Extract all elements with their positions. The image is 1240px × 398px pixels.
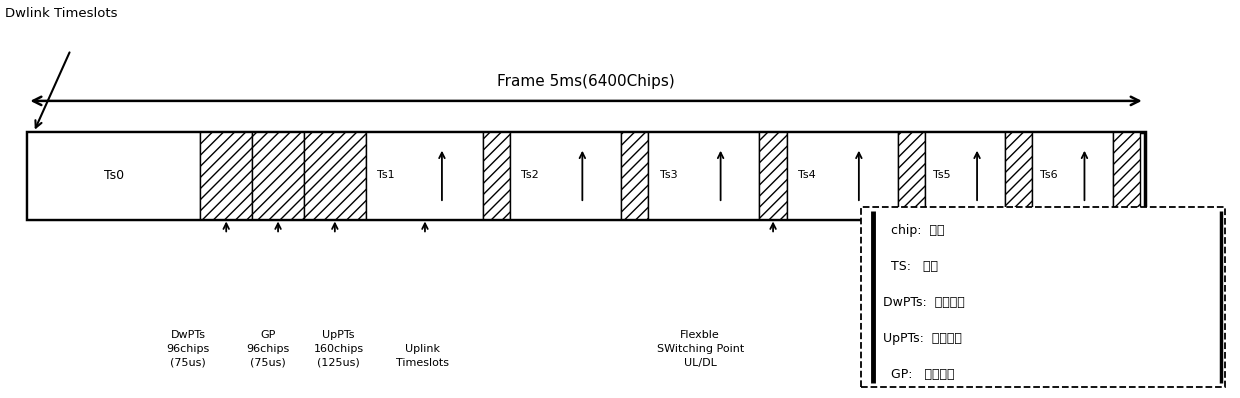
Text: Frame 5ms(6400Chips): Frame 5ms(6400Chips) [497, 74, 675, 89]
Bar [898, 132, 925, 219]
Text: Uplink
Timeslots: Uplink Timeslots [396, 344, 449, 368]
Text: DwPTs
96chips
(75us): DwPTs 96chips (75us) [166, 330, 210, 368]
Text: GP
96chips
(75us): GP 96chips (75us) [247, 330, 290, 368]
Text: TS:   时隙: TS: 时隙 [883, 260, 937, 273]
Text: Ts0: Ts0 [104, 169, 124, 182]
Bar [786, 132, 898, 219]
Bar [510, 132, 621, 219]
Bar [27, 132, 201, 219]
Text: UpPTs:  上行导频: UpPTs: 上行导频 [883, 332, 962, 345]
Bar [649, 132, 759, 219]
Bar [366, 132, 482, 219]
Bar [621, 132, 649, 219]
Bar [861, 207, 1225, 387]
Bar [27, 132, 1145, 219]
Text: GP:   保护周期: GP: 保护周期 [883, 368, 955, 381]
Text: chip:  码片: chip: 码片 [883, 224, 945, 237]
Bar [252, 132, 304, 219]
Bar [925, 132, 1006, 219]
Text: Flexble
SWitching Point
UL/DL: Flexble SWitching Point UL/DL [657, 330, 744, 368]
Bar [201, 132, 252, 219]
Bar [1033, 132, 1112, 219]
Text: Ts6: Ts6 [1040, 170, 1058, 180]
Text: Ts1: Ts1 [377, 170, 396, 180]
Text: DwPTs:  下行导频: DwPTs: 下行导频 [883, 296, 965, 309]
Text: Ts3: Ts3 [660, 170, 677, 180]
Bar [759, 132, 786, 219]
Bar [1112, 132, 1140, 219]
Bar [304, 132, 366, 219]
Text: Dwlink Timeslots: Dwlink Timeslots [5, 7, 118, 20]
Bar [482, 132, 510, 219]
Text: Ts5: Ts5 [932, 170, 951, 180]
Bar [1006, 132, 1033, 219]
Text: UpPTs
160chips
(125us): UpPTs 160chips (125us) [314, 330, 363, 368]
Text: Ts4: Ts4 [797, 170, 816, 180]
Text: Ts2: Ts2 [521, 170, 539, 180]
